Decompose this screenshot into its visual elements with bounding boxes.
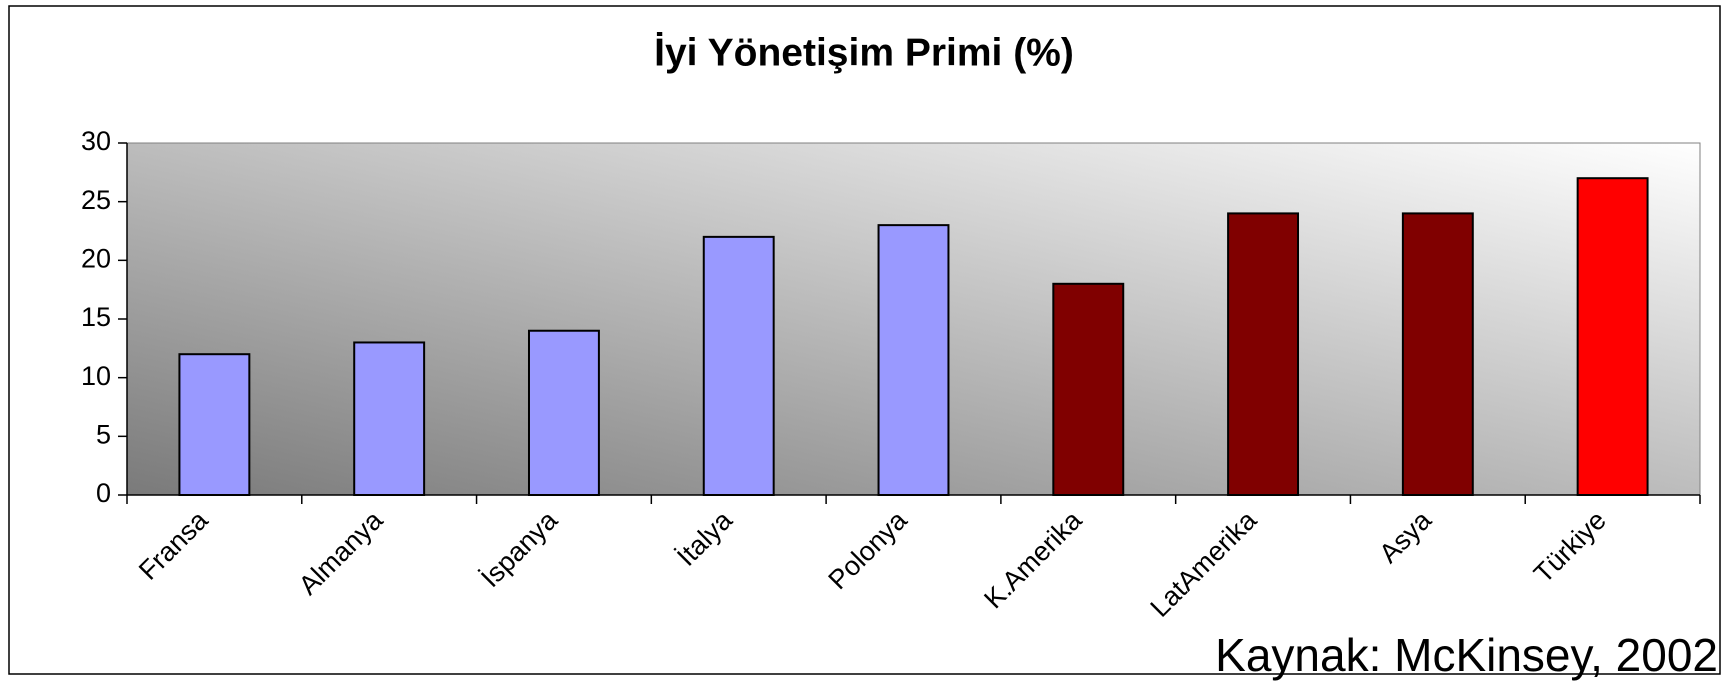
chart-title: İyi Yönetişim Primi (%) [654, 31, 1074, 74]
y-tick-label: 20 [81, 243, 111, 273]
bar [877, 224, 950, 496]
bar [1227, 212, 1300, 496]
y-tick-label: 0 [96, 478, 111, 508]
bar [1401, 212, 1474, 496]
bar [702, 235, 775, 496]
y-tick-label: 30 [81, 126, 111, 156]
y-tick-label: 5 [96, 419, 111, 449]
bar [527, 329, 600, 496]
bar [178, 353, 251, 497]
source-note: Kaynak: McKinsey, 2002 [1215, 629, 1718, 681]
y-tick-label: 15 [81, 302, 111, 332]
y-tick-label: 10 [81, 361, 111, 391]
bar [1052, 282, 1125, 496]
y-tick-label: 25 [81, 185, 111, 215]
bar [353, 341, 426, 497]
bar [1576, 177, 1649, 496]
